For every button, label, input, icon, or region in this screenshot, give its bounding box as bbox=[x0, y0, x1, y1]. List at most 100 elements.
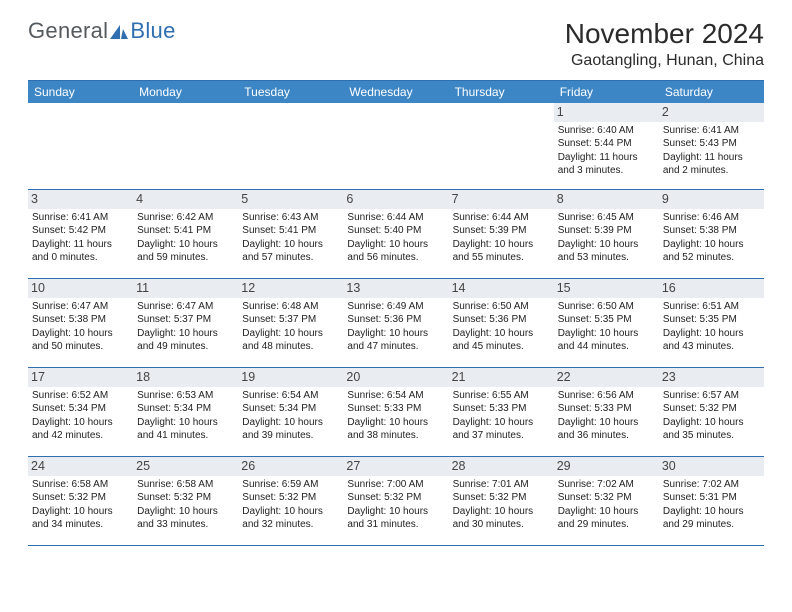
day-number: 18 bbox=[133, 368, 238, 387]
day-number: 24 bbox=[28, 457, 133, 476]
sunset-text: Sunset: 5:37 PM bbox=[137, 313, 234, 327]
day1-text: Daylight: 10 hours bbox=[558, 505, 655, 519]
sunrise-text: Sunrise: 7:01 AM bbox=[453, 478, 550, 492]
sunrise-text: Sunrise: 6:55 AM bbox=[453, 389, 550, 403]
day1-text: Daylight: 10 hours bbox=[663, 416, 760, 430]
calendar-week: 3Sunrise: 6:41 AMSunset: 5:42 PMDaylight… bbox=[28, 190, 764, 279]
sail-icon bbox=[109, 23, 129, 41]
day2-text: and 44 minutes. bbox=[558, 340, 655, 354]
day1-text: Daylight: 10 hours bbox=[32, 327, 129, 341]
calendar-cell bbox=[343, 103, 448, 189]
calendar-cell: 1Sunrise: 6:40 AMSunset: 5:44 PMDaylight… bbox=[554, 103, 659, 189]
sunset-text: Sunset: 5:34 PM bbox=[242, 402, 339, 416]
calendar-cell: 10Sunrise: 6:47 AMSunset: 5:38 PMDayligh… bbox=[28, 279, 133, 367]
sunrise-text: Sunrise: 6:41 AM bbox=[32, 211, 129, 225]
sunrise-text: Sunrise: 6:44 AM bbox=[347, 211, 444, 225]
sunrise-text: Sunrise: 6:48 AM bbox=[242, 300, 339, 314]
calendar-cell: 24Sunrise: 6:58 AMSunset: 5:32 PMDayligh… bbox=[28, 457, 133, 545]
day1-text: Daylight: 10 hours bbox=[137, 238, 234, 252]
day2-text: and 0 minutes. bbox=[32, 251, 129, 265]
calendar-cell: 27Sunrise: 7:00 AMSunset: 5:32 PMDayligh… bbox=[343, 457, 448, 545]
day-number: 14 bbox=[449, 279, 554, 298]
weeks-container: 1Sunrise: 6:40 AMSunset: 5:44 PMDaylight… bbox=[28, 103, 764, 546]
sunset-text: Sunset: 5:38 PM bbox=[32, 313, 129, 327]
sunset-text: Sunset: 5:35 PM bbox=[558, 313, 655, 327]
day-number: 19 bbox=[238, 368, 343, 387]
day-number: 25 bbox=[133, 457, 238, 476]
sunrise-text: Sunrise: 6:57 AM bbox=[663, 389, 760, 403]
brand-logo: General Blue bbox=[28, 18, 176, 44]
calendar-cell: 28Sunrise: 7:01 AMSunset: 5:32 PMDayligh… bbox=[449, 457, 554, 545]
calendar-cell: 3Sunrise: 6:41 AMSunset: 5:42 PMDaylight… bbox=[28, 190, 133, 278]
day1-text: Daylight: 10 hours bbox=[558, 327, 655, 341]
day1-text: Daylight: 10 hours bbox=[663, 327, 760, 341]
sunrise-text: Sunrise: 6:50 AM bbox=[453, 300, 550, 314]
sunrise-text: Sunrise: 6:44 AM bbox=[453, 211, 550, 225]
calendar-cell: 13Sunrise: 6:49 AMSunset: 5:36 PMDayligh… bbox=[343, 279, 448, 367]
day1-text: Daylight: 10 hours bbox=[558, 416, 655, 430]
day-of-week-header: Sunday Monday Tuesday Wednesday Thursday… bbox=[28, 81, 764, 103]
calendar: Sunday Monday Tuesday Wednesday Thursday… bbox=[28, 80, 764, 546]
day-number: 16 bbox=[659, 279, 764, 298]
location-label: Gaotangling, Hunan, China bbox=[565, 52, 764, 70]
sunset-text: Sunset: 5:43 PM bbox=[663, 137, 760, 151]
day1-text: Daylight: 10 hours bbox=[558, 238, 655, 252]
calendar-cell: 12Sunrise: 6:48 AMSunset: 5:37 PMDayligh… bbox=[238, 279, 343, 367]
sunrise-text: Sunrise: 6:47 AM bbox=[32, 300, 129, 314]
sunset-text: Sunset: 5:39 PM bbox=[453, 224, 550, 238]
calendar-cell: 22Sunrise: 6:56 AMSunset: 5:33 PMDayligh… bbox=[554, 368, 659, 456]
calendar-cell: 16Sunrise: 6:51 AMSunset: 5:35 PMDayligh… bbox=[659, 279, 764, 367]
day2-text: and 36 minutes. bbox=[558, 429, 655, 443]
day2-text: and 31 minutes. bbox=[347, 518, 444, 532]
calendar-cell: 20Sunrise: 6:54 AMSunset: 5:33 PMDayligh… bbox=[343, 368, 448, 456]
calendar-cell: 11Sunrise: 6:47 AMSunset: 5:37 PMDayligh… bbox=[133, 279, 238, 367]
day-number: 11 bbox=[133, 279, 238, 298]
day2-text: and 30 minutes. bbox=[453, 518, 550, 532]
day-number: 6 bbox=[343, 190, 448, 209]
calendar-cell: 2Sunrise: 6:41 AMSunset: 5:43 PMDaylight… bbox=[659, 103, 764, 189]
sunset-text: Sunset: 5:33 PM bbox=[453, 402, 550, 416]
dow-wednesday: Wednesday bbox=[343, 81, 448, 103]
sunset-text: Sunset: 5:42 PM bbox=[32, 224, 129, 238]
sunset-text: Sunset: 5:40 PM bbox=[347, 224, 444, 238]
day1-text: Daylight: 10 hours bbox=[137, 416, 234, 430]
day2-text: and 55 minutes. bbox=[453, 251, 550, 265]
sunset-text: Sunset: 5:34 PM bbox=[32, 402, 129, 416]
calendar-cell: 6Sunrise: 6:44 AMSunset: 5:40 PMDaylight… bbox=[343, 190, 448, 278]
day2-text: and 53 minutes. bbox=[558, 251, 655, 265]
calendar-cell: 23Sunrise: 6:57 AMSunset: 5:32 PMDayligh… bbox=[659, 368, 764, 456]
sunrise-text: Sunrise: 6:42 AM bbox=[137, 211, 234, 225]
calendar-cell bbox=[449, 103, 554, 189]
day1-text: Daylight: 10 hours bbox=[453, 505, 550, 519]
brand-word-1: General bbox=[28, 18, 108, 44]
calendar-cell: 9Sunrise: 6:46 AMSunset: 5:38 PMDaylight… bbox=[659, 190, 764, 278]
day2-text: and 48 minutes. bbox=[242, 340, 339, 354]
dow-saturday: Saturday bbox=[659, 81, 764, 103]
sunrise-text: Sunrise: 6:56 AM bbox=[558, 389, 655, 403]
day1-text: Daylight: 10 hours bbox=[137, 505, 234, 519]
sunrise-text: Sunrise: 6:43 AM bbox=[242, 211, 339, 225]
day1-text: Daylight: 10 hours bbox=[32, 416, 129, 430]
sunset-text: Sunset: 5:39 PM bbox=[558, 224, 655, 238]
calendar-cell: 17Sunrise: 6:52 AMSunset: 5:34 PMDayligh… bbox=[28, 368, 133, 456]
calendar-cell: 7Sunrise: 6:44 AMSunset: 5:39 PMDaylight… bbox=[449, 190, 554, 278]
sunset-text: Sunset: 5:35 PM bbox=[663, 313, 760, 327]
day2-text: and 56 minutes. bbox=[347, 251, 444, 265]
sunset-text: Sunset: 5:32 PM bbox=[137, 491, 234, 505]
day-number: 4 bbox=[133, 190, 238, 209]
calendar-week: 1Sunrise: 6:40 AMSunset: 5:44 PMDaylight… bbox=[28, 103, 764, 190]
day1-text: Daylight: 10 hours bbox=[453, 238, 550, 252]
day-number: 15 bbox=[554, 279, 659, 298]
day2-text: and 52 minutes. bbox=[663, 251, 760, 265]
sunrise-text: Sunrise: 6:52 AM bbox=[32, 389, 129, 403]
sunrise-text: Sunrise: 7:02 AM bbox=[558, 478, 655, 492]
calendar-cell: 5Sunrise: 6:43 AMSunset: 5:41 PMDaylight… bbox=[238, 190, 343, 278]
page: General Blue November 2024 Gaotangling, … bbox=[0, 0, 792, 564]
sunrise-text: Sunrise: 6:58 AM bbox=[32, 478, 129, 492]
calendar-cell: 15Sunrise: 6:50 AMSunset: 5:35 PMDayligh… bbox=[554, 279, 659, 367]
day-number: 28 bbox=[449, 457, 554, 476]
dow-sunday: Sunday bbox=[28, 81, 133, 103]
day1-text: Daylight: 10 hours bbox=[453, 327, 550, 341]
day1-text: Daylight: 10 hours bbox=[32, 505, 129, 519]
calendar-cell bbox=[28, 103, 133, 189]
